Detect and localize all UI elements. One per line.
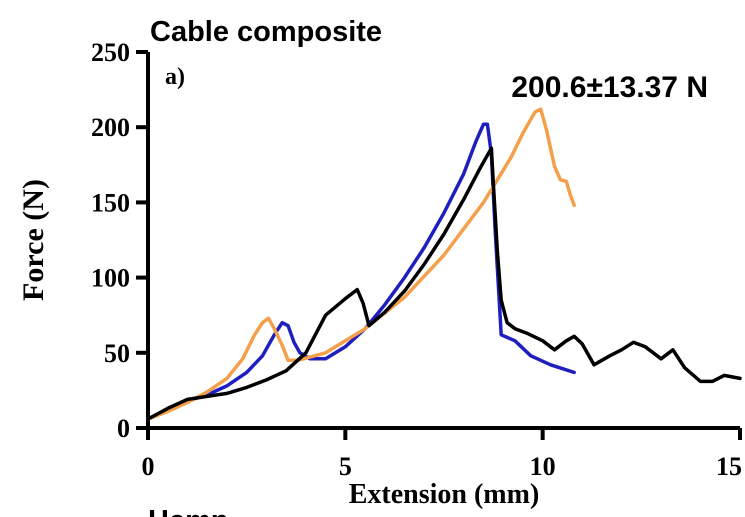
x-ticks: 0 5 10 15 [142, 428, 742, 481]
series-line-3 [146, 146, 742, 421]
chart-title: Cable composite [150, 16, 382, 48]
x-tick-label: 5 [339, 452, 352, 481]
y-axis-label: Force (N) [17, 179, 50, 301]
x-tick-label: 15 [716, 452, 742, 481]
x-tick-label: 0 [142, 452, 155, 481]
series-line-2 [146, 107, 576, 421]
x-axis-label: Extension (mm) [349, 479, 540, 510]
y-ticks: 0 50 100 150 200 250 [91, 38, 148, 443]
y-tick-label: 100 [91, 264, 130, 293]
y-tick-label: 50 [104, 339, 130, 368]
y-tick-label: 150 [91, 188, 130, 217]
series-line-1 [146, 122, 576, 421]
plot-area [148, 52, 740, 428]
annotation-label: 200.6±13.37 N [511, 71, 708, 104]
y-tick-label: 0 [117, 414, 130, 443]
y-tick-label: 250 [91, 38, 130, 67]
y-tick-label: 200 [91, 113, 130, 142]
x-tick-label: 10 [530, 452, 556, 481]
panel-label: a) [165, 64, 185, 90]
footer-text: Hemp [148, 505, 229, 517]
series-group [146, 107, 742, 421]
